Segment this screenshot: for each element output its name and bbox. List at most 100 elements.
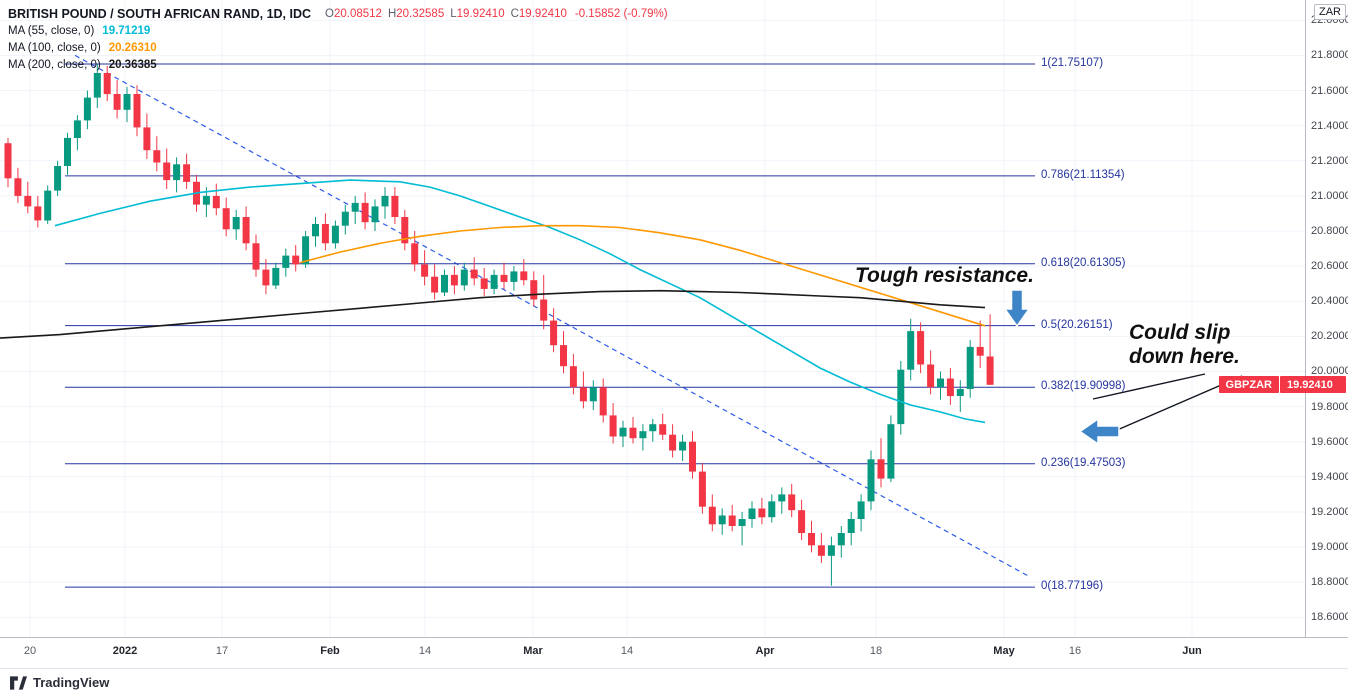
candle-body xyxy=(212,195,220,209)
low-value: 19.92410 xyxy=(456,7,505,20)
symbol-price-label: GBPZAR 19.92410 xyxy=(1218,376,1346,393)
candle-body xyxy=(54,166,62,191)
candle-body xyxy=(411,243,419,265)
candle-body xyxy=(927,364,935,388)
candle-body xyxy=(331,225,339,244)
price-tick-label: 19.80000 xyxy=(1311,401,1348,413)
fib-level-label[interactable]: 0.236(19.47503) xyxy=(1041,457,1126,469)
time-tick-label: Feb xyxy=(320,645,340,657)
candle-body xyxy=(510,271,518,282)
candle-body xyxy=(887,424,895,479)
time-tick-label: Apr xyxy=(755,645,775,657)
annotation-could-slip-line2: down here. xyxy=(1129,345,1240,368)
candlestick-chart[interactable] xyxy=(0,0,1305,637)
ma-line-200[interactable] xyxy=(0,289,986,339)
candle-body xyxy=(222,208,230,230)
candle-body xyxy=(24,195,32,207)
candle-body xyxy=(946,378,954,397)
descending-trendline[interactable] xyxy=(74,54,1031,578)
annotation-tough-resistance[interactable]: Tough resistance. xyxy=(855,264,1034,287)
candle-body xyxy=(669,434,677,451)
price-tick-label: 19.00000 xyxy=(1311,541,1348,553)
price-tick-label: 20.00000 xyxy=(1311,365,1348,377)
candle-body xyxy=(629,427,637,439)
annotation-arrow-left-icon[interactable] xyxy=(1078,417,1120,446)
symbol-title[interactable]: BRITISH POUND / SOUTH AFRICAN RAND, 1D, … xyxy=(8,6,312,21)
candle-body xyxy=(4,143,12,179)
indicator-ma-200[interactable]: MA (200, close, 0) 20.36385 xyxy=(8,56,668,73)
fib-level-label[interactable]: 0.786(21.11354) xyxy=(1041,169,1125,181)
candle-body xyxy=(202,195,210,205)
price-tick-label: 19.20000 xyxy=(1311,506,1348,518)
candle-body xyxy=(371,206,379,223)
fib-level-label[interactable]: 0.5(20.26151) xyxy=(1041,319,1113,331)
candle-body xyxy=(837,533,845,546)
time-tick-label: 16 xyxy=(1068,645,1082,657)
candle-body xyxy=(14,178,22,196)
indicator-ma-55[interactable]: MA (55, close, 0) 19.71219 xyxy=(8,22,668,39)
price-tick-label: 18.60000 xyxy=(1311,611,1348,623)
candle-body xyxy=(560,345,567,367)
price-tick-label: 20.40000 xyxy=(1311,295,1348,307)
candle-body xyxy=(133,94,141,128)
time-tick-label: 14 xyxy=(418,645,432,657)
candle-body xyxy=(123,94,131,110)
candle-body xyxy=(173,164,181,181)
price-tick-label: 19.40000 xyxy=(1311,471,1348,483)
annotation-arrow-down-icon[interactable] xyxy=(1003,289,1031,328)
candle-body xyxy=(550,320,558,346)
time-tick-label: 14 xyxy=(620,645,634,657)
tradingview-logo-icon[interactable] xyxy=(10,675,27,690)
price-tick-label: 18.80000 xyxy=(1311,576,1348,588)
candle-body xyxy=(788,494,796,511)
tradingview-logo-text[interactable]: TradingView xyxy=(33,675,110,690)
candle-body xyxy=(609,415,617,437)
candle-body xyxy=(103,73,111,95)
indicator-ma-100[interactable]: MA (100, close, 0) 20.26310 xyxy=(8,39,668,56)
ma-line-100[interactable] xyxy=(299,224,986,327)
candle-body xyxy=(83,97,91,121)
candle-body xyxy=(282,255,290,268)
candle-body xyxy=(718,515,726,525)
candle-body xyxy=(877,459,885,479)
candle-body xyxy=(917,331,925,365)
candle-body xyxy=(689,441,696,472)
symbol-legend-row[interactable]: BRITISH POUND / SOUTH AFRICAN RAND, 1D, … xyxy=(8,5,668,22)
candle-body xyxy=(113,94,121,110)
fib-level-label[interactable]: 1(21.75107) xyxy=(1041,57,1104,69)
candle-body xyxy=(540,299,548,321)
price-tick-label: 21.80000 xyxy=(1311,49,1348,61)
candle-body xyxy=(321,224,329,244)
candle-body xyxy=(956,389,964,396)
ma55-value: 19.71219 xyxy=(102,24,151,37)
candle-body xyxy=(530,280,538,300)
candle-body xyxy=(847,519,855,533)
candle-body xyxy=(569,366,577,388)
fib-level-label[interactable]: 0(18.77196) xyxy=(1041,580,1104,592)
candle-body xyxy=(460,269,468,286)
candle-body xyxy=(242,217,250,244)
candle-body xyxy=(500,274,508,282)
chart-plot-area[interactable]: BRITISH POUND / SOUTH AFRICAN RAND, 1D, … xyxy=(0,0,1305,637)
low-label: L xyxy=(450,7,457,20)
candle-body xyxy=(937,378,944,388)
candle-body xyxy=(450,274,458,286)
time-axis[interactable]: 20 2022 17 Feb 14 Mar 14 Apr 18 May 16 Jun xyxy=(0,637,1348,668)
candle-body xyxy=(520,271,528,281)
candle-body xyxy=(73,120,81,138)
fib-level-label[interactable]: 0.618(20.61305) xyxy=(1041,257,1126,269)
annotation-could-slip[interactable]: Could slip down here. xyxy=(1129,321,1240,369)
candle-body xyxy=(778,494,786,502)
candle-body xyxy=(153,150,161,163)
ma200-label: MA (200, close, 0) xyxy=(8,58,101,71)
ma200-value: 20.36385 xyxy=(108,58,157,71)
price-axis[interactable]: ZAR 22.0000021.8000021.6000021.4000021.2… xyxy=(1305,0,1348,668)
candle-body xyxy=(64,137,71,166)
fib-level-label[interactable]: 0.382(19.90998) xyxy=(1041,380,1126,392)
currency-badge[interactable]: ZAR xyxy=(1314,4,1346,20)
candle-body xyxy=(827,545,835,556)
ma-line-55[interactable] xyxy=(54,179,986,424)
candle-body xyxy=(34,206,42,221)
time-tick-label: 20 xyxy=(23,645,37,657)
candle-body xyxy=(232,217,240,230)
